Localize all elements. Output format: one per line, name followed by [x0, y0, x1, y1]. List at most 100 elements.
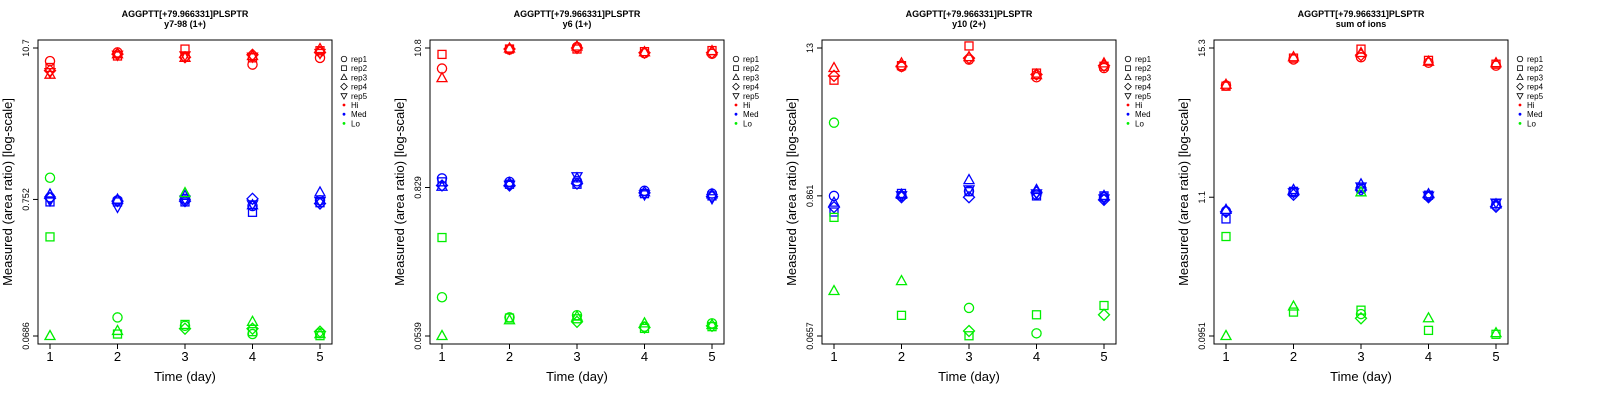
data-point-med — [43, 196, 57, 208]
legend-symbol-rep4 — [1516, 82, 1524, 91]
data-point-hi — [111, 47, 124, 59]
chart-title: AGGPTT[+79.966331]PLSPTR — [122, 9, 249, 19]
data-point-med — [895, 191, 908, 203]
data-point-med — [111, 194, 124, 208]
y-tick-label: 15.3 — [1197, 39, 1207, 57]
data-point-med — [962, 185, 976, 197]
data-point-hi — [503, 42, 516, 56]
data-point-hi — [962, 51, 976, 65]
legend-symbol-rep3 — [340, 73, 348, 80]
data-point-med — [828, 190, 840, 202]
chart-subtitle: y6 (1+) — [563, 19, 592, 29]
data-point-hi — [503, 41, 516, 53]
chart-panel-y10: AGGPTT[+79.966331]PLSPTR y10 (2+) 1 2 3 4 5 0.0… — [784, 0, 1184, 400]
data-point-lo — [962, 324, 976, 338]
legend-symbol-rep3 — [1124, 73, 1132, 80]
x-tick-label: 1 — [438, 349, 445, 364]
data-point-lo — [1354, 185, 1368, 197]
legend-label-hi: Hi — [1527, 101, 1535, 110]
legend-symbol-rep3 — [1516, 73, 1524, 80]
legend-label-med: Med — [743, 110, 759, 119]
data-point-med — [1354, 182, 1368, 194]
y-tick-label: 0.0657 — [805, 322, 815, 350]
legend-label-rep2: rep2 — [743, 64, 760, 73]
legend-label-med: Med — [351, 110, 367, 119]
legend-label-rep2: rep2 — [351, 64, 368, 73]
y-tick-label: 0.0951 — [1197, 322, 1207, 350]
x-tick-label: 4 — [1425, 349, 1432, 364]
y-tick-label: 1.1 — [1197, 191, 1207, 204]
legend-symbol-rep2 — [1517, 65, 1523, 71]
data-point-med — [313, 197, 327, 210]
data-point-med — [827, 195, 841, 207]
legend-label-rep4: rep4 — [743, 83, 760, 92]
data-point-med — [962, 173, 976, 185]
y-axis-label: Measured (area ratio) [log-scale] — [392, 98, 407, 286]
data-point-med — [1489, 198, 1503, 210]
data-points — [43, 42, 327, 341]
data-point-lo — [705, 318, 719, 330]
legend-symbol-rep2 — [341, 65, 347, 71]
data-point-med — [111, 202, 124, 214]
data-point-hi — [111, 50, 124, 62]
data-point-hi — [827, 69, 841, 83]
x-tick-label: 2 — [898, 349, 905, 364]
data-point-lo — [178, 322, 192, 336]
data-point-med — [570, 172, 584, 184]
data-point-lo — [43, 329, 57, 341]
legend-dot-hi — [342, 103, 346, 107]
data-point-hi — [1356, 44, 1366, 54]
legend-label-rep1: rep1 — [351, 55, 368, 64]
plot-frame — [429, 39, 725, 345]
data-point-med — [962, 190, 976, 204]
data-point-lo — [895, 274, 908, 286]
data-point-lo — [1221, 231, 1231, 242]
data-point-hi — [638, 45, 651, 57]
data-point-hi — [1422, 54, 1435, 66]
data-point-med — [178, 189, 192, 201]
data-point-hi — [829, 75, 839, 85]
data-point-lo — [1356, 305, 1366, 315]
data-point-hi — [827, 61, 841, 73]
data-point-med — [437, 177, 447, 187]
data-point-hi — [435, 71, 449, 83]
legend-label-rep3: rep3 — [351, 73, 368, 82]
data-point-hi — [313, 48, 327, 60]
legend-label-rep4: rep4 — [1527, 83, 1544, 92]
data-point-lo — [247, 327, 258, 337]
legend-dot-hi — [734, 103, 738, 107]
data-point-lo — [1288, 307, 1299, 317]
data-point-lo — [827, 284, 841, 296]
legend-label-med: Med — [1527, 110, 1543, 119]
chart-subtitle: y7-98 (1+) — [164, 19, 206, 29]
y-axis-label: Measured (area ratio) [log-scale] — [784, 98, 799, 286]
data-point-hi — [964, 41, 974, 51]
data-point-hi — [314, 52, 326, 64]
legend-label-rep4: rep4 — [1135, 83, 1152, 92]
data-points — [1219, 44, 1503, 341]
data-point-lo — [1031, 310, 1042, 320]
y-tick-label: 0.0686 — [21, 322, 31, 350]
data-point-lo — [1097, 308, 1111, 322]
x-tick-label: 5 — [1100, 349, 1107, 364]
data-point-lo — [313, 325, 327, 339]
data-point-lo — [828, 117, 840, 128]
y-tick-label: 0.0539 — [413, 322, 423, 350]
legend-label-rep1: rep1 — [1135, 55, 1152, 64]
data-point-lo — [435, 329, 449, 341]
x-tick-label: 1 — [830, 349, 837, 364]
data-point-med — [313, 185, 327, 197]
data-point-hi — [570, 41, 584, 55]
data-point-med — [246, 192, 259, 206]
legend-dot-lo — [734, 122, 738, 125]
data-point-lo — [1099, 300, 1109, 311]
data-point-med — [313, 196, 327, 208]
legend-symbol-rep3 — [732, 73, 740, 80]
data-point-lo — [112, 312, 123, 323]
y-tick-label: 10.7 — [21, 39, 31, 57]
data-point-med — [829, 207, 839, 217]
legend-label-hi: Hi — [1135, 101, 1143, 110]
